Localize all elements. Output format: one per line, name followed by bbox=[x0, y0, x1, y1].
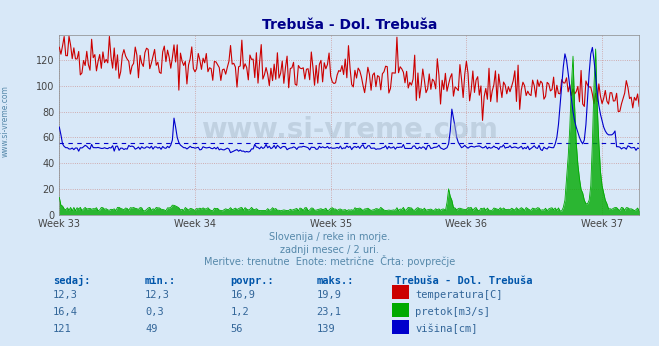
Text: zadnji mesec / 2 uri.: zadnji mesec / 2 uri. bbox=[280, 245, 379, 255]
Text: 23,1: 23,1 bbox=[316, 307, 341, 317]
Text: 19,9: 19,9 bbox=[316, 290, 341, 300]
Text: 16,9: 16,9 bbox=[231, 290, 256, 300]
Text: Meritve: trenutne  Enote: metrične  Črta: povprečje: Meritve: trenutne Enote: metrične Črta: … bbox=[204, 255, 455, 267]
Text: pretok[m3/s]: pretok[m3/s] bbox=[415, 307, 490, 317]
Title: Trebuša - Dol. Trebuša: Trebuša - Dol. Trebuša bbox=[262, 18, 437, 32]
Text: www.si-vreme.com: www.si-vreme.com bbox=[1, 85, 10, 157]
Text: maks.:: maks.: bbox=[316, 276, 354, 286]
Text: Trebuša - Dol. Trebuša: Trebuša - Dol. Trebuša bbox=[395, 276, 533, 286]
Text: 12,3: 12,3 bbox=[145, 290, 170, 300]
Text: 0,3: 0,3 bbox=[145, 307, 163, 317]
Text: 16,4: 16,4 bbox=[53, 307, 78, 317]
Text: višina[cm]: višina[cm] bbox=[415, 324, 478, 334]
Text: 12,3: 12,3 bbox=[53, 290, 78, 300]
Text: 121: 121 bbox=[53, 324, 71, 334]
Text: Slovenija / reke in morje.: Slovenija / reke in morje. bbox=[269, 233, 390, 243]
Text: 139: 139 bbox=[316, 324, 335, 334]
Text: sedaj:: sedaj: bbox=[53, 275, 90, 286]
Text: www.si-vreme.com: www.si-vreme.com bbox=[201, 116, 498, 144]
Text: povpr.:: povpr.: bbox=[231, 276, 274, 286]
Text: min.:: min.: bbox=[145, 276, 176, 286]
Text: 1,2: 1,2 bbox=[231, 307, 249, 317]
Text: 49: 49 bbox=[145, 324, 158, 334]
Text: temperatura[C]: temperatura[C] bbox=[415, 290, 503, 300]
Text: 56: 56 bbox=[231, 324, 243, 334]
